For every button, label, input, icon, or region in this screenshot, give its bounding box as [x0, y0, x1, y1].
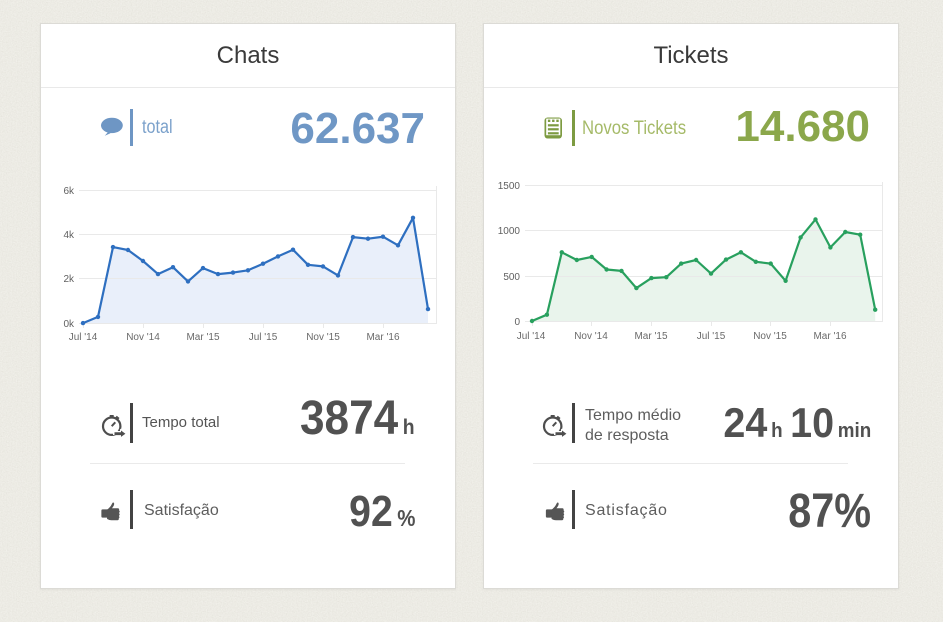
svg-text:6k: 6k [63, 186, 75, 197]
svg-text:Mar '16: Mar '16 [366, 332, 399, 343]
svg-text:Nov '15: Nov '15 [306, 332, 340, 343]
svg-text:Mar '16: Mar '16 [813, 331, 846, 342]
svg-text:Jul '14: Jul '14 [69, 332, 98, 343]
svg-text:Jul '15: Jul '15 [249, 332, 278, 343]
svg-text:Nov '14: Nov '14 [574, 331, 608, 342]
svg-text:0k: 0k [63, 319, 75, 330]
svg-text:1500: 1500 [498, 181, 521, 192]
svg-text:2k: 2k [63, 274, 75, 285]
svg-text:0: 0 [514, 317, 520, 328]
svg-text:Mar '15: Mar '15 [634, 331, 667, 342]
svg-text:500: 500 [503, 272, 520, 283]
svg-text:Mar '15: Mar '15 [186, 332, 219, 343]
svg-text:Jul '15: Jul '15 [697, 331, 726, 342]
svg-text:1000: 1000 [498, 226, 521, 237]
svg-text:Nov '14: Nov '14 [126, 332, 160, 343]
svg-text:Nov '15: Nov '15 [753, 331, 787, 342]
svg-text:Jul '14: Jul '14 [517, 331, 546, 342]
svg-text:4k: 4k [63, 230, 75, 241]
